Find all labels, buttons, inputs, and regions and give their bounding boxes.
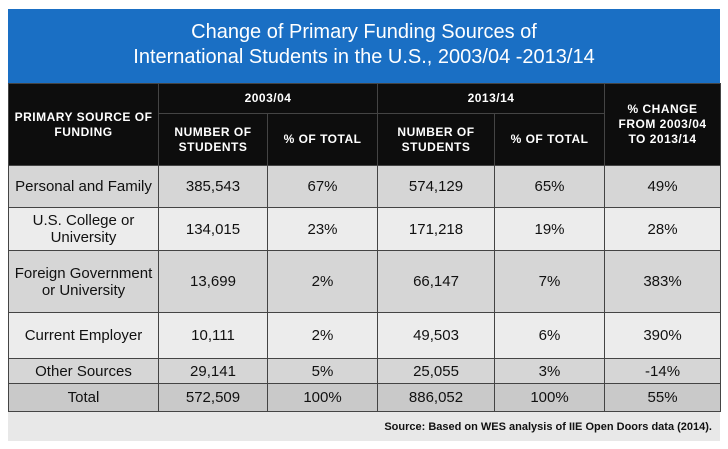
header-row-2: NUMBER OF STUDENTS % OF TOTAL NUMBER OF … [9,113,721,166]
cell-students-2003: 13,699 [158,250,268,313]
cell-students-2003: 385,543 [158,165,268,208]
header-pct-total-2003: % OF TOTAL [266,113,379,166]
cell-pct-change: 390% [604,312,722,359]
cell-pct-2013: 19% [494,207,606,251]
cell-students-2013: 25,055 [377,358,496,384]
title-line-2: International Students in the U.S., 2003… [133,46,595,68]
cell-students-2013: 574,129 [377,165,496,208]
header-row-1: PRIMARY SOURCE OF FUNDING 2003/04 2013/1… [8,83,722,166]
cell-pct-change: 383% [604,250,722,313]
cell-pct-change: 49% [604,165,722,208]
table-row: Personal and Family 385,543 67% 574,129 … [8,165,722,208]
header-pct-total-2013: % OF TOTAL [494,113,606,166]
cell-students-2013: 66,147 [377,250,496,313]
header-num-students-2013: NUMBER OF STUDENTS [377,113,496,166]
cell-students-2003: 572,509 [158,383,268,412]
cell-pct-change: 28% [604,207,722,251]
cell-pct-2013: 3% [494,358,606,384]
cell-pct-2003: 2% [266,250,379,313]
cell-students-2013: 171,218 [377,207,496,251]
cell-students-2013: 886,052 [377,383,496,412]
cell-students-2003: 134,015 [158,207,268,251]
cell-pct-2003: 5% [266,358,379,384]
table-row: Foreign Government or University 13,699 … [8,250,722,313]
cell-pct-2003: 67% [266,165,379,208]
table-row: Current Employer 10,111 2% 49,503 6% 390… [8,312,722,359]
header-year-2013: 2013/14 [377,83,606,114]
row-source-label: Personal and Family [8,165,159,208]
cell-pct-2013: 65% [494,165,606,208]
header-primary-source: PRIMARY SOURCE OF FUNDING [8,83,159,166]
row-source-label: Total [8,383,159,412]
cell-pct-change: -14% [604,358,722,384]
cell-pct-2013: 7% [494,250,606,313]
row-source-label: Foreign Government or University [8,250,159,313]
row-source-label: U.S. College or University [8,207,159,251]
funding-table: PRIMARY SOURCE OF FUNDING 2003/04 2013/1… [8,83,722,412]
cell-pct-2003: 2% [266,312,379,359]
header-num-students-2003: NUMBER OF STUDENTS [158,113,268,166]
cell-students-2003: 29,141 [158,358,268,384]
cell-pct-2013: 6% [494,312,606,359]
header-year-2003: 2003/04 [157,83,379,114]
cell-pct-2013: 100% [494,383,606,412]
row-source-label: Current Employer [8,312,159,359]
cell-pct-2003: 23% [266,207,379,251]
table-figure: Change of Primary Funding Sources of Int… [8,9,722,441]
source-note: Source: Based on WES analysis of IIE Ope… [384,421,712,433]
cell-pct-2003: 100% [266,383,379,412]
row-source-label: Other Sources [8,358,159,384]
title-bar: Change of Primary Funding Sources of Int… [8,9,720,83]
cell-students-2003: 10,111 [158,312,268,359]
total-row: Total 572,509 100% 886,052 100% 55% [8,383,722,412]
title-line-1: Change of Primary Funding Sources of [191,21,537,43]
header-pct-change: % CHANGE FROM 2003/04 TO 2013/14 [604,83,722,166]
table-row: U.S. College or University 134,015 23% 1… [8,207,722,251]
cell-students-2013: 49,503 [377,312,496,359]
cell-pct-change: 55% [604,383,722,412]
table-row: Other Sources 29,141 5% 25,055 3% -14% [8,358,722,384]
